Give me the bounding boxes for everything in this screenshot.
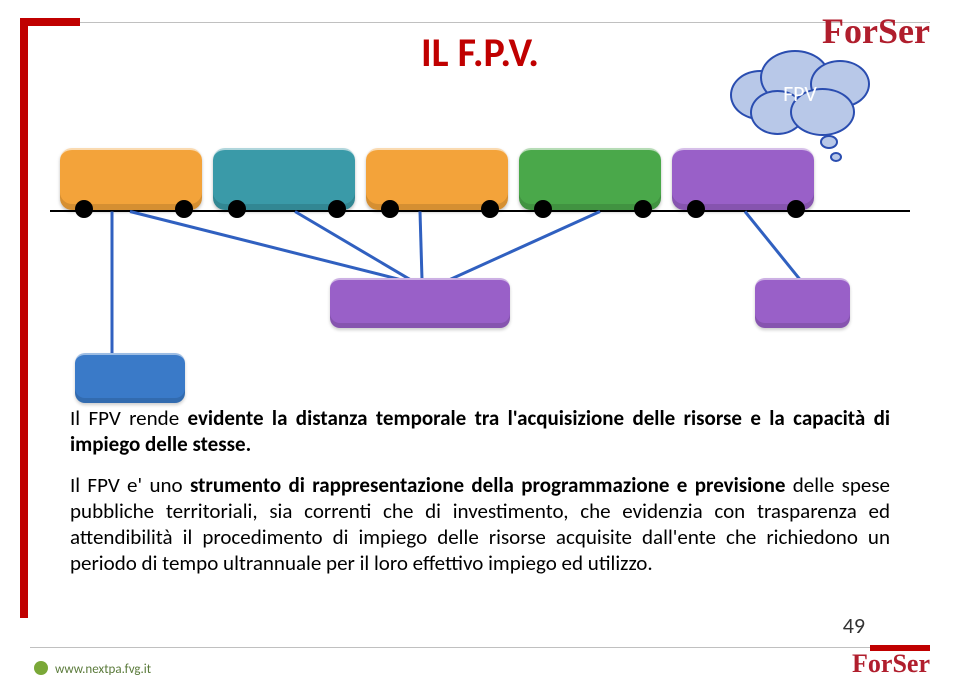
diagram-block: [75, 353, 185, 403]
wheel-icon: [481, 200, 499, 218]
wheel-icon: [381, 200, 399, 218]
page-number: 49: [843, 612, 865, 639]
brand-logo-bottom: ForSer: [852, 649, 930, 679]
cloud-tail: [820, 135, 838, 149]
divider-top: [80, 22, 930, 23]
connector-line: [419, 211, 424, 279]
wheel-icon: [787, 200, 805, 218]
wheel-icon: [228, 200, 246, 218]
diagram-block: [330, 278, 510, 328]
wheel-icon: [634, 200, 652, 218]
wheel-icon: [687, 200, 705, 218]
connector-line: [130, 210, 401, 281]
wheel-icon: [175, 200, 193, 218]
connector-line: [294, 210, 411, 281]
wheel-icon: [534, 200, 552, 218]
cloud-tail: [830, 152, 842, 162]
accent-left: [20, 18, 28, 618]
url-dot-icon: [34, 661, 48, 675]
footer-url: www.nextpa.fvg.it: [55, 662, 151, 677]
connector-line: [744, 211, 801, 281]
body-text: Il FPV rende evidente la distanza tempor…: [70, 405, 890, 591]
wheel-icon: [328, 200, 346, 218]
divider-bottom: [30, 647, 870, 648]
connector-line: [111, 212, 114, 355]
paragraph-1: Il FPV rende evidente la distanza tempor…: [70, 405, 890, 458]
diagram-block: [755, 278, 850, 328]
cloud-label: FPV: [730, 80, 870, 107]
connector-line: [449, 210, 600, 281]
accent-top: [20, 18, 80, 26]
fpv-cloud: FPV: [730, 50, 870, 140]
paragraph-2: Il FPV e' uno strumento di rappresentazi…: [70, 472, 890, 577]
wheel-icon: [75, 200, 93, 218]
